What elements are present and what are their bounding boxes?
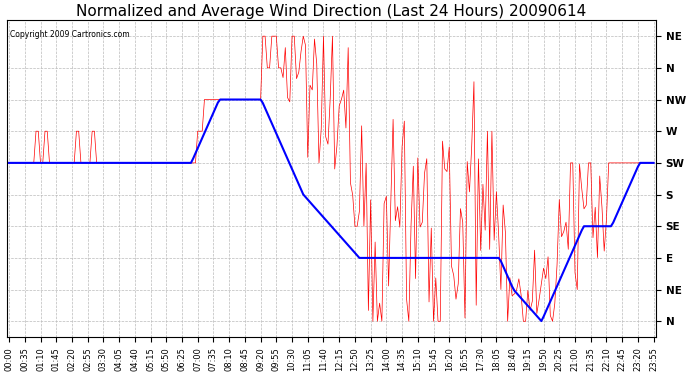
Text: Copyright 2009 Cartronics.com: Copyright 2009 Cartronics.com — [10, 30, 130, 39]
Title: Normalized and Average Wind Direction (Last 24 Hours) 20090614: Normalized and Average Wind Direction (L… — [76, 4, 586, 19]
